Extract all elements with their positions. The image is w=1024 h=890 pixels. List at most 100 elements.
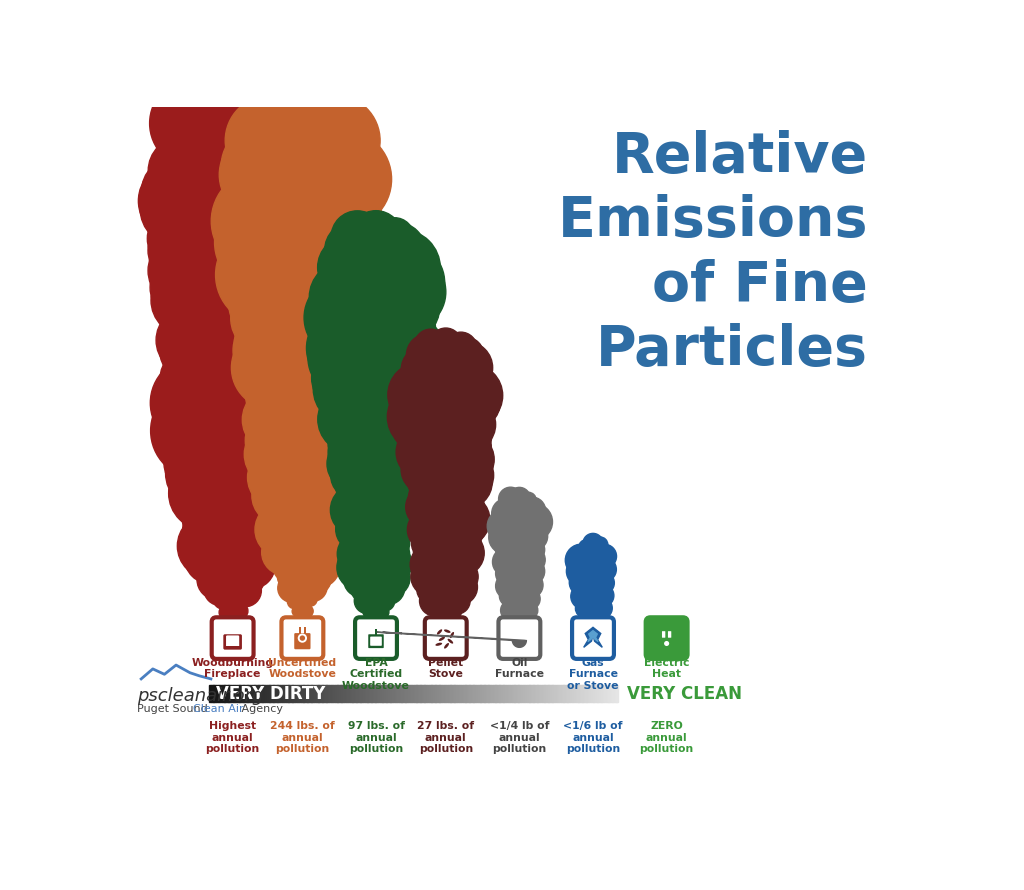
Bar <box>301 685 302 702</box>
Circle shape <box>414 537 446 570</box>
Text: Woodburning
Fireplace: Woodburning Fireplace <box>191 658 273 679</box>
Circle shape <box>300 620 305 626</box>
Circle shape <box>177 276 259 357</box>
Circle shape <box>406 485 449 529</box>
Circle shape <box>219 402 309 491</box>
Circle shape <box>214 569 251 605</box>
Bar <box>472 685 474 702</box>
Circle shape <box>220 224 295 298</box>
Circle shape <box>169 457 243 530</box>
Circle shape <box>286 220 390 324</box>
Bar <box>297 685 298 702</box>
Bar <box>449 685 451 702</box>
Bar <box>570 685 571 702</box>
Circle shape <box>172 449 238 514</box>
Circle shape <box>249 309 300 360</box>
Bar <box>384 685 385 702</box>
Circle shape <box>439 364 503 427</box>
Circle shape <box>224 165 296 237</box>
Bar <box>242 685 244 702</box>
Circle shape <box>441 570 477 605</box>
Text: <1/6 lb of
annual
pollution: <1/6 lb of annual pollution <box>563 721 623 755</box>
Circle shape <box>229 451 292 514</box>
Text: Clean Air: Clean Air <box>194 704 244 714</box>
Bar <box>555 685 557 702</box>
Circle shape <box>322 366 379 423</box>
Circle shape <box>209 232 256 279</box>
Bar <box>348 685 350 702</box>
Bar <box>295 685 297 702</box>
Circle shape <box>232 619 240 627</box>
Bar <box>324 685 326 702</box>
Circle shape <box>348 230 404 286</box>
Bar <box>229 685 231 702</box>
Bar <box>440 685 442 702</box>
Circle shape <box>157 129 215 187</box>
Circle shape <box>215 191 316 293</box>
Circle shape <box>183 336 256 409</box>
Circle shape <box>224 335 316 425</box>
Text: Gas
Furnace
or Stove: Gas Furnace or Stove <box>567 658 618 691</box>
Circle shape <box>148 235 220 306</box>
Bar <box>402 685 404 702</box>
Circle shape <box>367 253 445 331</box>
Circle shape <box>270 253 335 317</box>
Bar <box>366 685 368 702</box>
Bar <box>352 685 354 702</box>
Circle shape <box>168 337 218 387</box>
Bar <box>278 685 279 702</box>
Circle shape <box>166 435 242 511</box>
Bar <box>307 685 309 702</box>
Circle shape <box>280 495 326 540</box>
Bar <box>339 685 340 702</box>
Bar <box>309 685 310 702</box>
Bar <box>435 685 437 702</box>
Circle shape <box>258 208 310 261</box>
Bar <box>438 685 439 702</box>
Circle shape <box>378 318 431 371</box>
Circle shape <box>226 362 310 446</box>
Circle shape <box>565 544 598 577</box>
Circle shape <box>151 383 248 479</box>
FancyBboxPatch shape <box>371 636 382 646</box>
Bar <box>546 685 547 702</box>
Circle shape <box>350 211 402 263</box>
Bar <box>397 685 398 702</box>
Circle shape <box>292 389 364 461</box>
Circle shape <box>359 560 392 592</box>
Circle shape <box>415 434 476 495</box>
Circle shape <box>270 409 334 473</box>
Circle shape <box>411 556 452 597</box>
Circle shape <box>353 465 398 511</box>
Circle shape <box>409 479 444 515</box>
Circle shape <box>211 169 316 273</box>
Bar <box>611 685 612 702</box>
Circle shape <box>591 597 612 619</box>
Circle shape <box>234 84 304 153</box>
Circle shape <box>331 483 383 537</box>
Circle shape <box>244 352 304 412</box>
Bar <box>365 685 367 702</box>
Circle shape <box>263 186 315 239</box>
Circle shape <box>375 377 427 429</box>
Bar <box>446 685 447 702</box>
Circle shape <box>200 446 266 512</box>
Circle shape <box>261 221 343 302</box>
Circle shape <box>328 418 378 468</box>
Bar <box>493 685 495 702</box>
Bar <box>381 685 383 702</box>
Circle shape <box>204 573 237 605</box>
Bar <box>385 685 387 702</box>
Bar <box>283 685 285 702</box>
Circle shape <box>345 245 408 306</box>
Circle shape <box>255 437 304 486</box>
Circle shape <box>445 619 454 627</box>
Circle shape <box>442 559 478 595</box>
Circle shape <box>575 600 594 618</box>
Circle shape <box>426 533 466 573</box>
Circle shape <box>228 574 261 607</box>
Bar <box>248 685 249 702</box>
Circle shape <box>430 328 462 360</box>
Bar <box>591 685 592 702</box>
Circle shape <box>254 104 351 200</box>
